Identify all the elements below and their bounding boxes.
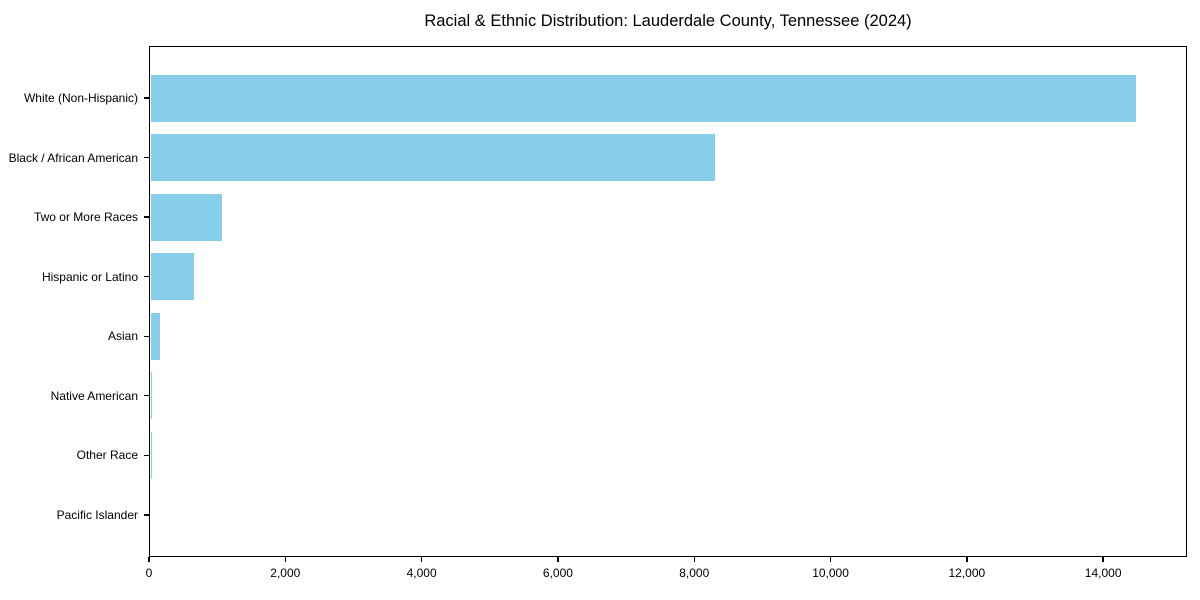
y-axis-tick [144, 216, 149, 218]
y-tick-label: Two or More Races [33, 210, 138, 225]
x-tick-label: 4,000 [406, 566, 437, 580]
x-tick-label: 14,000 [1084, 566, 1122, 580]
x-tick-label: 12,000 [948, 566, 986, 580]
bar [150, 134, 716, 182]
x-tick-label: 8,000 [679, 566, 710, 580]
y-tick-label: Black / African American [8, 150, 138, 165]
y-tick-label: White (Non-Hispanic) [23, 91, 138, 105]
y-axis-tick [144, 335, 149, 337]
y-tick-label: Native American [50, 388, 138, 403]
plot-area [149, 46, 1187, 557]
bar [150, 431, 152, 479]
y-tick-label: Other Race [76, 448, 138, 463]
bar [150, 74, 1136, 122]
x-tick-label: 10,000 [812, 566, 849, 580]
x-axis-tick [829, 557, 832, 562]
x-axis-tick [557, 557, 559, 562]
bar [150, 312, 160, 360]
y-axis-tick [144, 97, 149, 99]
y-axis-tick [144, 454, 149, 456]
chart-title: Racial & Ethnic Distribution: Lauderdale… [424, 12, 912, 30]
x-axis-tick [420, 557, 423, 562]
y-axis-tick [144, 395, 149, 397]
x-tick-label: 2,000 [270, 566, 301, 580]
y-axis-tick [144, 156, 149, 159]
x-axis-tick [693, 557, 695, 562]
y-axis-tick [144, 514, 149, 516]
y-tick-label: Asian [107, 329, 138, 344]
bar [150, 253, 195, 301]
y-tick-label: Pacific Islander [56, 507, 138, 522]
x-tick-label: 6,000 [542, 566, 573, 580]
x-axis-tick [1102, 557, 1104, 562]
x-axis-tick [148, 557, 150, 562]
y-tick-label: Hispanic or Latino [41, 269, 138, 284]
bar [150, 372, 153, 420]
y-axis-tick [144, 275, 149, 278]
bar [150, 193, 222, 241]
x-tick-label: 0 [145, 566, 153, 580]
x-axis-tick [284, 557, 286, 562]
x-axis-tick [966, 557, 968, 562]
